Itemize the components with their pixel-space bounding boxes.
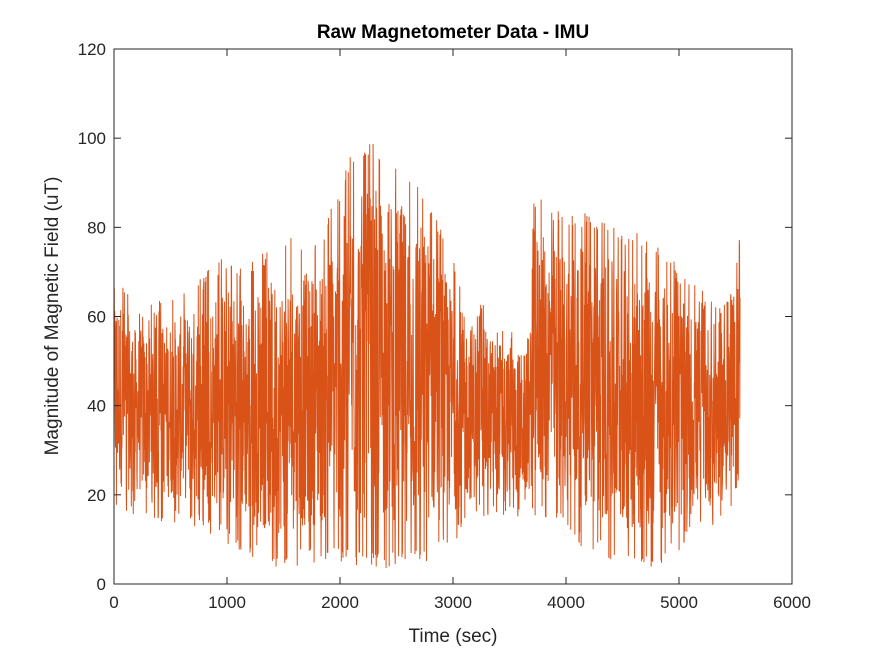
series-layer [113,144,741,569]
y-tick-label: 20 [87,486,106,505]
y-tick-label: 120 [78,40,106,59]
x-tick-label: 5000 [660,593,698,612]
tick-layer: 0 1000 2000 3000 4000 5000 6000 0 20 40 60 80 100 120 [78,40,811,612]
y-tick-label: 0 [97,575,106,594]
y-axis-label: Magnitude of Magnetic Field (uT) [42,177,63,456]
y-tick-label: 100 [78,129,106,148]
series-line-0 [113,144,741,569]
x-tick-label: 1000 [208,593,246,612]
x-tick-label: 6000 [773,593,811,612]
x-tick-label: 2000 [321,593,359,612]
x-tick-label: 4000 [547,593,585,612]
chart-title: Raw Magnetometer Data - IMU [317,22,589,43]
y-tick-label: 60 [87,308,106,327]
x-tick-label: 0 [109,593,118,612]
x-axis-label: Time (sec) [408,626,497,647]
y-tick-label: 40 [87,397,106,416]
x-tick-label: 3000 [434,593,472,612]
y-tick-label: 80 [87,218,106,237]
